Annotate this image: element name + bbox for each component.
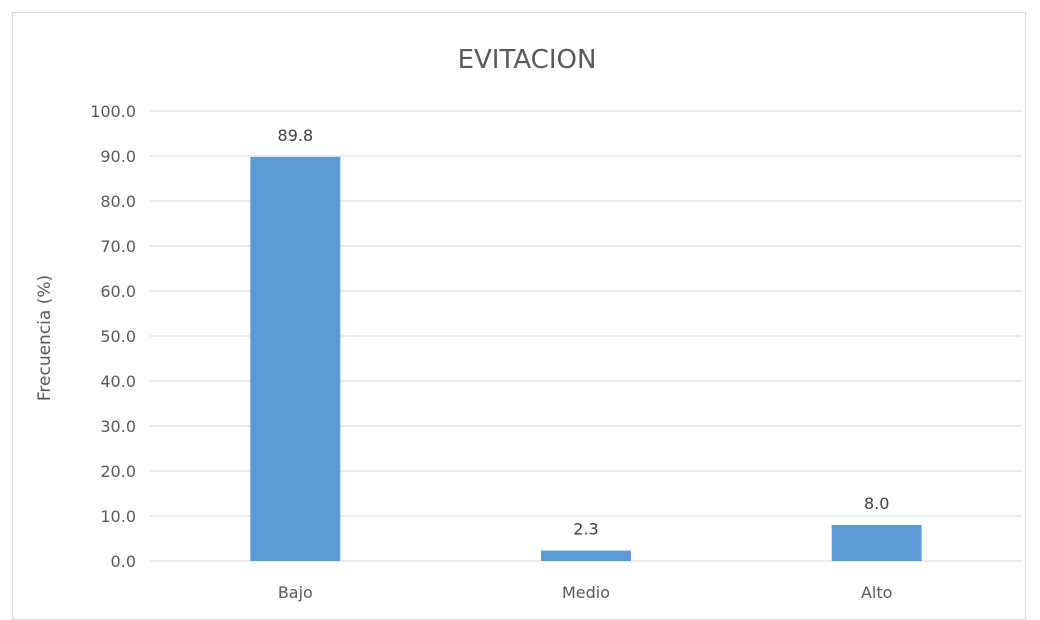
bar <box>831 525 922 561</box>
y-tick-label: 90.0 <box>100 147 136 166</box>
bars <box>250 156 922 561</box>
y-axis-ticks: 0.0 10.0 20.0 30.0 40.0 50.0 60.0 70.0 80.0 90.0 1… <box>90 102 136 571</box>
data-label: 2.3 <box>573 520 598 539</box>
bar <box>250 156 341 561</box>
x-axis-ticks: Bajo Medio Alto <box>278 583 893 602</box>
y-tick-label: 40.0 <box>100 372 136 391</box>
y-tick-label: 30.0 <box>100 417 136 436</box>
y-tick-label: 10.0 <box>100 507 136 526</box>
chart-frame <box>12 12 1026 620</box>
chart-title: EVITACION <box>458 45 597 75</box>
y-tick-label: 60.0 <box>100 282 136 301</box>
y-tick-label: 20.0 <box>100 462 136 481</box>
bar <box>541 550 631 561</box>
y-tick-label: 0.0 <box>111 552 136 571</box>
data-label: 89.8 <box>278 126 314 145</box>
y-tick-label: 100.0 <box>90 102 136 121</box>
data-labels: 89.8 2.3 8.0 <box>278 126 890 539</box>
data-label: 8.0 <box>864 494 889 513</box>
y-tick-label: 70.0 <box>100 237 136 256</box>
y-axis-title: Frecuencia (%) <box>35 275 55 401</box>
x-tick-label: Bajo <box>278 583 313 602</box>
y-tick-label: 80.0 <box>100 192 136 211</box>
y-tick-label: 50.0 <box>100 327 136 346</box>
x-tick-label: Alto <box>861 583 892 602</box>
x-tick-label: Medio <box>562 583 610 602</box>
